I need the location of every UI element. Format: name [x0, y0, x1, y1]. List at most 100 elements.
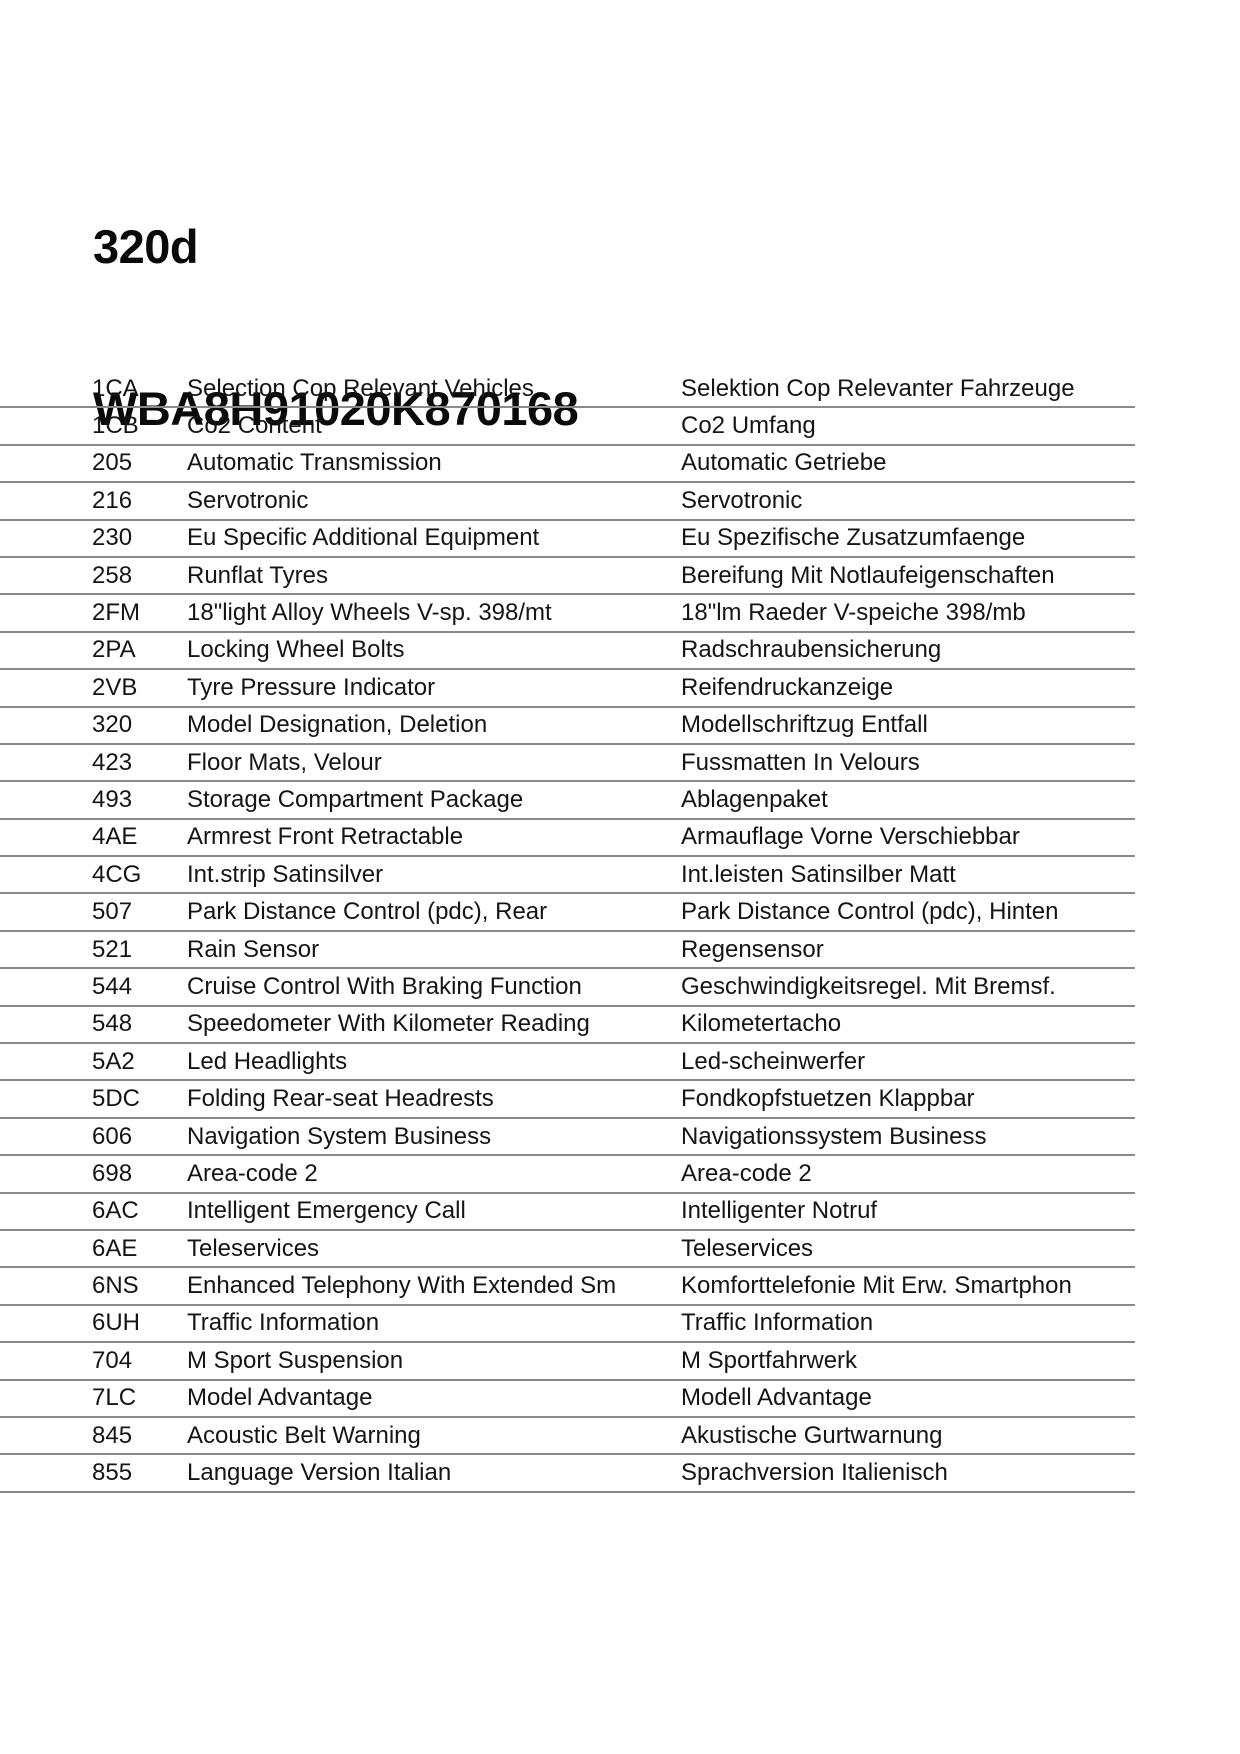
option-code: 4AE [92, 823, 138, 851]
table-row: 2PA Locking Wheel Bolts Radschraubensich… [0, 633, 1135, 671]
option-desc-de: Kilometertacho [681, 1010, 842, 1038]
option-code: 521 [92, 935, 133, 963]
option-code: 205 [92, 449, 133, 477]
option-desc-en: Tyre Pressure Indicator [187, 673, 436, 701]
option-code: 606 [92, 1122, 133, 1150]
table-row: 230 Eu Specific Additional Equipment Eu … [0, 521, 1135, 558]
option-desc-de: Bereifung Mit Notlaufeigenschaften [681, 561, 1055, 589]
option-desc-en: Int.strip Satinsilver [187, 860, 384, 888]
option-desc-de: Park Distance Control (pdc), Hinten [681, 898, 1059, 926]
option-code: 216 [92, 486, 133, 514]
option-desc-de: Selektion Cop Relevanter Fahrzeuge [681, 374, 1075, 402]
table-row: 1CA Selection Cop Relevant Vehicles Sele… [0, 371, 1135, 409]
option-desc-en: Floor Mats, Velour [187, 748, 382, 776]
option-desc-de: Fussmatten In Velours [681, 748, 920, 776]
title-model: 320d [93, 220, 199, 273]
option-desc-de: Komforttelefonie Mit Erw. Smartphon [681, 1272, 1072, 1300]
table-row: 5DC Folding Rear-seat Headrests Fondkopf… [0, 1081, 1135, 1119]
option-code: 548 [92, 1010, 133, 1038]
table-row: 544 Cruise Control With Braking Function… [0, 969, 1135, 1007]
option-desc-en: M Sport Suspension [187, 1346, 404, 1374]
table-row: 493 Storage Compartment Package Ablagenp… [0, 782, 1135, 820]
option-desc-en: Speedometer With Kilometer Reading [187, 1010, 590, 1038]
option-desc-en: Acoustic Belt Warning [187, 1421, 421, 1449]
option-code: 423 [92, 748, 133, 776]
option-desc-en: Eu Specific Additional Equipment [187, 524, 540, 552]
option-desc-de: Co2 Umfang [681, 412, 816, 440]
option-desc-de: Eu Spezifische Zusatzumfaenge [681, 524, 1026, 552]
option-code: 704 [92, 1346, 133, 1374]
option-code: 845 [92, 1421, 133, 1449]
option-desc-de: Radschraubensicherung [681, 636, 942, 664]
option-desc-en: Intelligent Emergency Call [187, 1197, 466, 1225]
table-row: 6NS Enhanced Telephony With Extended Sm … [0, 1268, 1135, 1306]
option-code: 4CG [92, 860, 142, 888]
table-row: 606 Navigation System Business Navigatio… [0, 1119, 1135, 1157]
option-code: 507 [92, 898, 133, 926]
option-desc-de: M Sportfahrwerk [681, 1346, 858, 1374]
option-desc-de: Sprachversion Italienisch [681, 1459, 948, 1487]
table-row: 2FM 18"light Alloy Wheels V-sp. 398/mt 1… [0, 595, 1135, 633]
option-desc-en: Locking Wheel Bolts [187, 636, 405, 664]
option-code: 258 [92, 561, 133, 589]
option-desc-en: Language Version Italian [187, 1459, 452, 1487]
option-code: 2FM [92, 599, 140, 627]
table-row: 6UH Traffic Information Traffic Informat… [0, 1306, 1135, 1344]
option-desc-en: Armrest Front Retractable [187, 823, 464, 851]
option-code: 2PA [92, 636, 136, 664]
table-row: 698 Area-code 2 Area-code 2 [0, 1156, 1135, 1194]
option-desc-de: 18"lm Raeder V-speiche 398/mb [681, 599, 1026, 627]
option-desc-de: Navigationssystem Business [681, 1122, 987, 1150]
option-code: 544 [92, 972, 133, 1000]
table-row: 2VB Tyre Pressure Indicator Reifendrucka… [0, 670, 1135, 708]
option-desc-en: Co2 Content [187, 412, 322, 440]
table-row: 6AC Intelligent Emergency Call Intellige… [0, 1194, 1135, 1231]
option-code: 2VB [92, 673, 138, 701]
table-row: 320 Model Designation, Deletion Modellsc… [0, 708, 1135, 745]
option-desc-en: Traffic Information [187, 1309, 380, 1337]
option-desc-en: 18"light Alloy Wheels V-sp. 398/mt [187, 599, 552, 627]
option-code: 493 [92, 785, 133, 813]
option-code: 1CB [92, 412, 139, 440]
option-desc-de: Ablagenpaket [681, 785, 828, 813]
option-code: 6NS [92, 1272, 139, 1300]
table-row: 704 M Sport Suspension M Sportfahrwerk [0, 1343, 1135, 1381]
table-row: 258 Runflat Tyres Bereifung Mit Notlaufe… [0, 558, 1135, 596]
option-desc-en: Rain Sensor [187, 935, 320, 963]
option-code: 230 [92, 524, 133, 552]
option-desc-de: Int.leisten Satinsilber Matt [681, 860, 956, 888]
option-desc-en: Folding Rear-seat Headrests [187, 1085, 494, 1113]
option-code: 6UH [92, 1309, 141, 1337]
table-row: 4AE Armrest Front Retractable Armauflage… [0, 820, 1135, 858]
option-desc-en: Model Designation, Deletion [187, 711, 488, 739]
option-desc-de: Area-code 2 [681, 1159, 812, 1187]
table-row: 6AE Teleservices Teleservices [0, 1231, 1135, 1269]
table-row: 548 Speedometer With Kilometer Reading K… [0, 1007, 1135, 1045]
option-code: 5DC [92, 1085, 141, 1113]
table-row: 216 Servotronic Servotronic [0, 483, 1135, 521]
option-desc-de: Traffic Information [681, 1309, 874, 1337]
option-desc-en: Area-code 2 [187, 1159, 318, 1187]
option-desc-en: Automatic Transmission [187, 449, 442, 477]
option-desc-de: Armauflage Vorne Verschiebbar [681, 823, 1020, 851]
options-table: 1CA Selection Cop Relevant Vehicles Sele… [0, 371, 1135, 1493]
option-desc-en: Storage Compartment Package [187, 785, 524, 813]
option-desc-en: Runflat Tyres [187, 561, 328, 589]
option-code: 1CA [92, 374, 139, 402]
option-desc-de: Intelligenter Notruf [681, 1197, 878, 1225]
option-code: 7LC [92, 1384, 137, 1412]
table-row: 1CB Co2 Content Co2 Umfang [0, 408, 1135, 446]
table-row: 507 Park Distance Control (pdc), Rear Pa… [0, 894, 1135, 932]
table-row: 4CG Int.strip Satinsilver Int.leisten Sa… [0, 857, 1135, 895]
option-desc-en: Park Distance Control (pdc), Rear [187, 898, 548, 926]
option-desc-de: Akustische Gurtwarnung [681, 1421, 943, 1449]
option-desc-en: Navigation System Business [187, 1122, 492, 1150]
option-code: 5A2 [92, 1047, 135, 1075]
document-title: 320d WBA8H91020K870168 [93, 112, 579, 544]
table-row: 7LC Model Advantage Modell Advantage [0, 1381, 1135, 1418]
option-desc-en: Servotronic [187, 486, 309, 514]
option-desc-en: Model Advantage [187, 1384, 373, 1412]
option-desc-en: Teleservices [187, 1234, 320, 1262]
option-desc-de: Servotronic [681, 486, 803, 514]
option-code: 6AC [92, 1197, 139, 1225]
